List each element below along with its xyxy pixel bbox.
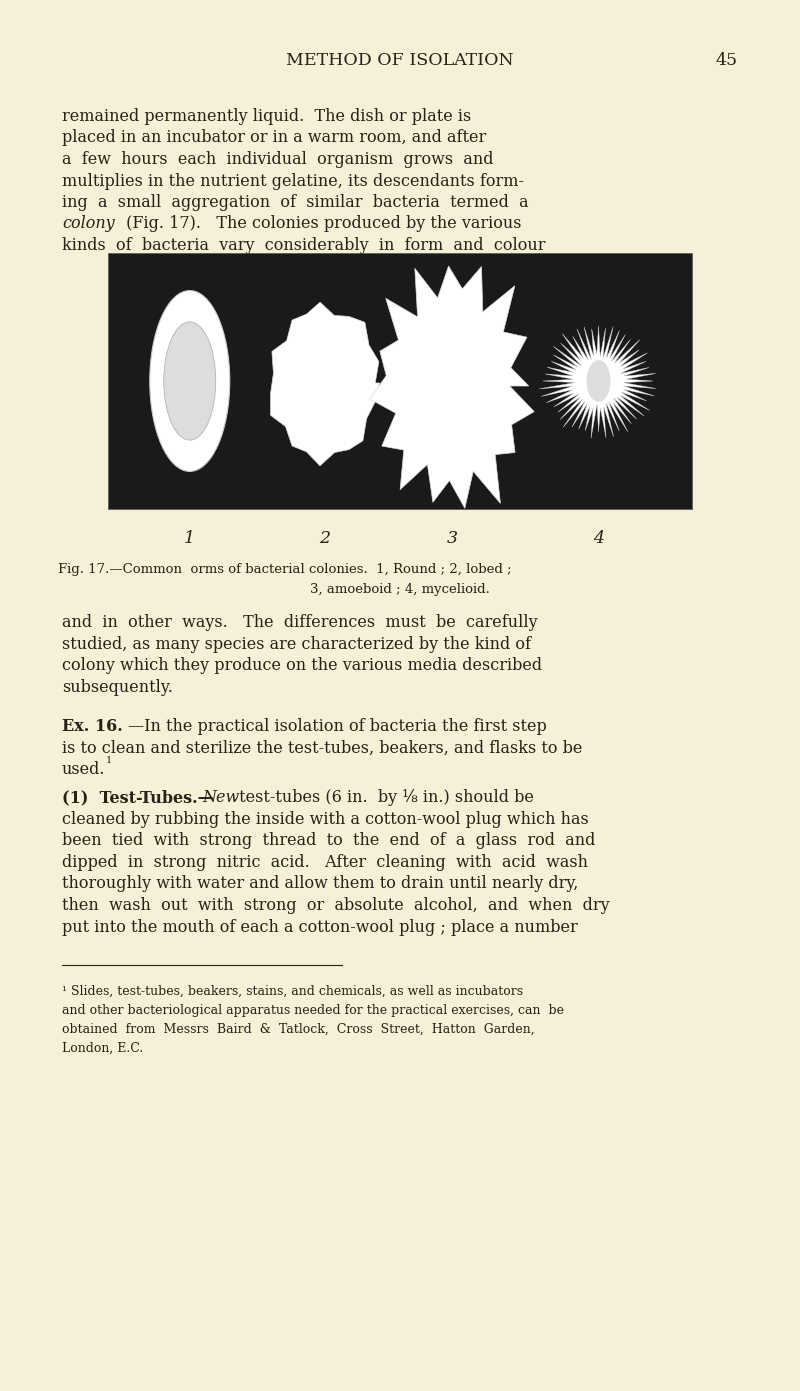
Text: been  tied  with  strong  thread  to  the  end  of  a  glass  rod  and: been tied with strong thread to the end … [62, 832, 595, 850]
Text: ing  a  small  aggregation  of  similar  bacteria  termed  a: ing a small aggregation of similar bacte… [62, 193, 529, 211]
Text: —In the practical isolation of bacteria the first step: —In the practical isolation of bacteria … [128, 719, 547, 736]
Polygon shape [270, 302, 379, 466]
Text: is to clean and sterilize the test-tubes, beakers, and flasks to be: is to clean and sterilize the test-tubes… [62, 740, 582, 757]
Text: multiplies in the nutrient gelatine, its descendants form-: multiplies in the nutrient gelatine, its… [62, 172, 524, 189]
Text: a  few  hours  each  individual  organism  grows  and: a few hours each individual organism gro… [62, 152, 494, 168]
Text: 4: 4 [593, 530, 604, 548]
Circle shape [586, 360, 610, 402]
Text: remained permanently liquid.  The dish or plate is: remained permanently liquid. The dish or… [62, 108, 471, 125]
Ellipse shape [150, 291, 230, 472]
Text: test-tubes (6 in.  by ⅛ in.) should be: test-tubes (6 in. by ⅛ in.) should be [234, 790, 534, 807]
Text: Fig. 17.—Common  orms of bacterial colonies.  1, Round ; 2, lobed ;: Fig. 17.—Common orms of bacterial coloni… [58, 562, 512, 576]
Text: and other bacteriological apparatus needed for the practical exercises, can  be: and other bacteriological apparatus need… [62, 1004, 564, 1017]
Text: subsequently.: subsequently. [62, 679, 173, 696]
Text: studied, as many species are characterized by the kind of: studied, as many species are characteriz… [62, 636, 531, 652]
Text: 2: 2 [318, 530, 330, 548]
Text: colony which they produce on the various media described: colony which they produce on the various… [62, 658, 542, 675]
Text: 1: 1 [106, 757, 112, 765]
Text: thoroughly with water and allow them to drain until nearly dry,: thoroughly with water and allow them to … [62, 875, 578, 893]
Text: placed in an incubator or in a warm room, and after: placed in an incubator or in a warm room… [62, 129, 486, 146]
Text: cleaned by rubbing the inside with a cotton-wool plug which has: cleaned by rubbing the inside with a cot… [62, 811, 589, 828]
Text: Ex. 16.: Ex. 16. [62, 719, 122, 736]
Bar [108, 253, 692, 509]
Text: used.: used. [62, 761, 106, 779]
Polygon shape [539, 325, 656, 438]
Text: London, E.C.: London, E.C. [62, 1042, 143, 1054]
Text: ¹ Slides, test-tubes, beakers, stains, and chemicals, as well as incubators: ¹ Slides, test-tubes, beakers, stains, a… [62, 985, 523, 997]
Text: 3, amoeboid ; 4, mycelioid.: 3, amoeboid ; 4, mycelioid. [310, 583, 490, 597]
Text: 3: 3 [447, 530, 458, 548]
Text: METHOD OF ISOLATION: METHOD OF ISOLATION [286, 51, 514, 70]
Text: then  wash  out  with  strong  or  absolute  alcohol,  and  when  dry: then wash out with strong or absolute al… [62, 897, 610, 914]
Text: New: New [202, 790, 239, 807]
Text: and  in  other  ways.   The  differences  must  be  carefully: and in other ways. The differences must … [62, 615, 538, 632]
Text: (Fig. 17).   The colonies produced by the various: (Fig. 17). The colonies produced by the … [122, 216, 522, 232]
Text: kinds  of  bacteria  vary  considerably  in  form  and  colour: kinds of bacteria vary considerably in f… [62, 236, 546, 255]
Text: put into the mouth of each a cotton-wool plug ; place a number: put into the mouth of each a cotton-wool… [62, 918, 578, 936]
Text: 1: 1 [184, 530, 195, 548]
Text: obtained  from  Messrs  Baird  &  Tatlock,  Cross  Street,  Hatton  Garden,: obtained from Messrs Baird & Tatlock, Cr… [62, 1022, 534, 1036]
Polygon shape [370, 266, 534, 508]
Text: colony: colony [62, 216, 114, 232]
Text: 45: 45 [716, 51, 738, 70]
Text: (1)  Test-Tubes.—: (1) Test-Tubes.— [62, 790, 214, 807]
Text: dipped  in  strong  nitric  acid.   After  cleaning  with  acid  wash: dipped in strong nitric acid. After clea… [62, 854, 588, 871]
Ellipse shape [164, 321, 216, 440]
